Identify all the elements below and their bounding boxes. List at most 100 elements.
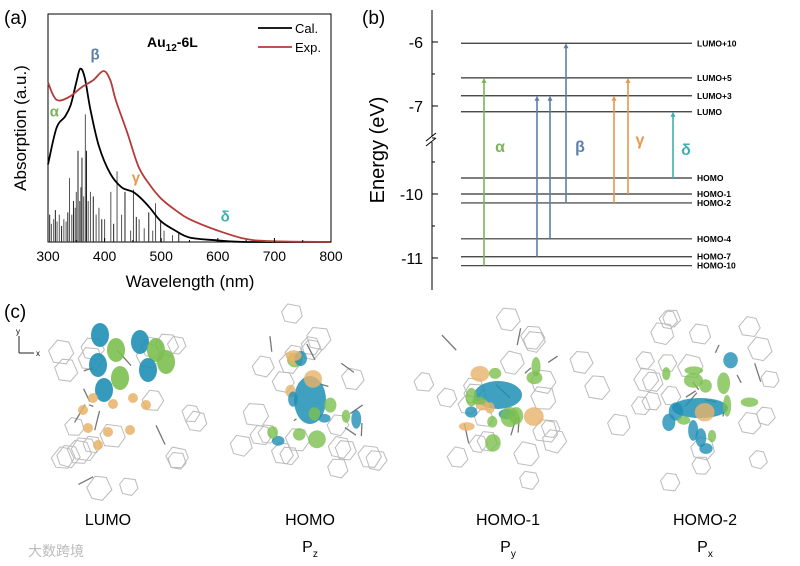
phenyl-ring	[630, 396, 651, 416]
orbital-lobe	[526, 371, 543, 385]
phenyl-ring	[747, 336, 773, 362]
series-line-exp	[47, 70, 332, 243]
y-tick-label: -11	[401, 251, 423, 268]
series-line-cal	[47, 67, 332, 244]
orbital-lobes	[662, 352, 759, 454]
orbital-lobe	[285, 350, 302, 361]
orbital-lobe	[267, 426, 278, 439]
phenyl-ring	[70, 437, 98, 462]
bond	[547, 355, 558, 364]
orbital-panel: HOMO Pz	[229, 303, 388, 560]
energy-level-label: LUMO	[697, 107, 722, 117]
phenyl-ring	[499, 350, 525, 375]
phenyl-ring	[756, 406, 776, 426]
phenyl-ring	[99, 423, 126, 448]
phenyl-ring	[64, 416, 85, 436]
orbital-lobe	[740, 397, 759, 407]
phenyl-ring	[357, 445, 382, 468]
x-axis-label: Wavelength (nm)	[126, 272, 255, 291]
orbital-lobe	[318, 413, 331, 423]
phenyl-ring	[737, 411, 762, 435]
phenyl-ring	[659, 472, 681, 492]
bond	[349, 404, 364, 415]
orbital-lobe	[271, 435, 285, 446]
phenyl-ring	[229, 434, 253, 457]
bond	[516, 328, 522, 346]
energy-level-label: LUMO+3	[697, 91, 732, 101]
phenyl-ring	[495, 307, 521, 332]
orbital-lobe	[487, 416, 498, 428]
arrow-head	[481, 77, 487, 83]
bond	[524, 367, 532, 374]
orbital-lobe	[341, 409, 351, 423]
y-tick-label: -6	[409, 35, 423, 52]
orbital-panel: HOMO-2 Px	[607, 309, 780, 560]
phenyl-ring	[436, 387, 458, 408]
panel-label-a: (a)	[4, 8, 27, 29]
bond	[306, 343, 316, 361]
molecule-structure	[48, 333, 208, 501]
phenyl-ring	[327, 458, 349, 479]
x-tick-label: 700	[263, 248, 287, 264]
orbital-lobe	[684, 366, 704, 375]
bond	[88, 404, 94, 408]
gold-atom	[83, 423, 93, 433]
transitions	[481, 43, 676, 266]
phenyl-ring	[66, 439, 93, 464]
x-tick-label: 600	[206, 248, 230, 264]
gold-atom	[88, 393, 98, 403]
orbital-lobe	[723, 352, 738, 369]
gold-atom	[125, 425, 135, 435]
phenyl-ring	[413, 372, 435, 392]
arrow-head	[563, 43, 569, 49]
orbital-lobe	[131, 330, 149, 354]
transition-group-labels: α β γ δ	[495, 132, 691, 159]
bond	[94, 410, 101, 431]
bond	[360, 422, 363, 437]
gold-atom	[128, 393, 138, 403]
orbital-lobe	[488, 367, 502, 379]
bond	[269, 336, 273, 352]
phenyl-ring	[300, 336, 321, 356]
legend: Cal. Exp.	[258, 21, 321, 55]
orbital-lobe	[308, 407, 321, 421]
orbital-lobe	[308, 430, 326, 449]
orbital-lobe	[472, 396, 486, 405]
bond	[685, 390, 697, 398]
bond	[736, 374, 742, 384]
x-tick-label: 300	[36, 248, 60, 264]
phenyl-ring	[166, 335, 187, 355]
bond	[714, 344, 720, 354]
arrow-head	[534, 95, 540, 101]
phenyl-ring	[327, 436, 352, 459]
phenyl-ring	[54, 358, 79, 382]
panel-label-b: (b)	[362, 8, 385, 29]
phenyl-ring	[641, 371, 664, 392]
gold-atom	[93, 440, 103, 450]
phenyl-ring	[284, 428, 311, 452]
phenyl-ring	[119, 477, 139, 496]
arrow-head	[625, 77, 631, 83]
y-axis-ticks: -6 -7 -10 -11	[400, 35, 438, 268]
orbital-lobe	[288, 391, 298, 407]
legend-label-exp: Exp.	[295, 40, 321, 55]
orbital-lobe	[107, 338, 125, 362]
peak-label: γ	[132, 170, 141, 187]
phenyl-ring	[281, 303, 303, 324]
bond	[340, 362, 355, 373]
phenyl-ring	[520, 325, 546, 350]
phenyl-ring	[542, 429, 568, 454]
orbital-lobe	[717, 372, 731, 395]
y-tick-label: -7	[409, 99, 423, 116]
phenyl-ring	[446, 446, 469, 468]
orbital-lobe	[95, 378, 113, 402]
axis-break-mark	[425, 137, 437, 147]
orbital-lobe	[458, 422, 475, 431]
orbital-lobes	[458, 357, 544, 452]
x-axis-ticks: 300 400 500 600 700 800	[36, 238, 343, 264]
orbital-name: LUMO	[85, 512, 131, 529]
energy-level-label: HOMO-10	[697, 261, 736, 271]
orbital-panel: LUMO	[48, 323, 208, 529]
orbital-lobe	[683, 372, 703, 388]
